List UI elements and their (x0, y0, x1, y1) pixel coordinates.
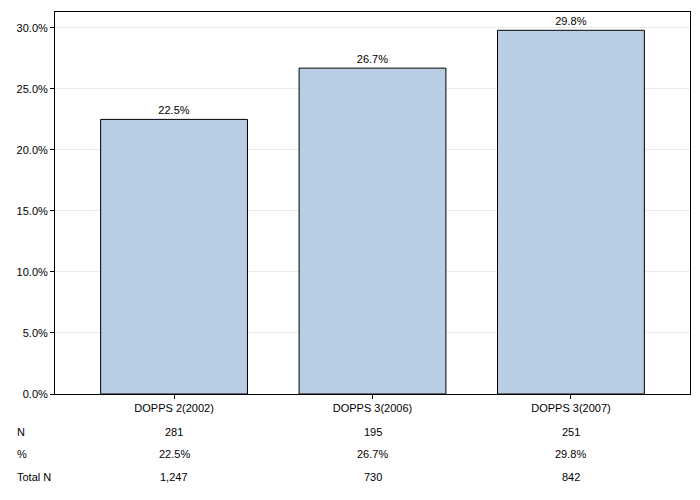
svg-text:DOPPS 2(2002): DOPPS 2(2002) (134, 402, 213, 414)
svg-text:15.0%: 15.0% (17, 205, 48, 217)
svg-text:842: 842 (562, 471, 580, 483)
svg-text:25.0%: 25.0% (17, 83, 48, 95)
svg-text:730: 730 (364, 471, 382, 483)
svg-text:22.5%: 22.5% (158, 104, 189, 116)
svg-text:281: 281 (165, 426, 183, 438)
svg-text:26.7%: 26.7% (357, 53, 388, 65)
svg-text:5.0%: 5.0% (23, 327, 48, 339)
svg-text:195: 195 (364, 426, 382, 438)
svg-text:DOPPS 3(2006): DOPPS 3(2006) (333, 402, 412, 414)
svg-text:22.5%: 22.5% (159, 448, 190, 460)
svg-text:DOPPS 3(2007): DOPPS 3(2007) (531, 402, 610, 414)
svg-text:10.0%: 10.0% (17, 266, 48, 278)
svg-text:Total N: Total N (17, 471, 51, 483)
svg-text:0.0%: 0.0% (23, 388, 48, 400)
svg-text:20.0%: 20.0% (17, 144, 48, 156)
svg-text:29.8%: 29.8% (555, 15, 586, 27)
svg-text:26.7%: 26.7% (357, 448, 388, 460)
svg-text:29.8%: 29.8% (555, 448, 586, 460)
svg-text:30.0%: 30.0% (17, 22, 48, 34)
svg-text:%: % (17, 448, 27, 460)
svg-text:251: 251 (562, 426, 580, 438)
svg-text:1,247: 1,247 (160, 471, 188, 483)
svg-text:N: N (17, 426, 25, 438)
